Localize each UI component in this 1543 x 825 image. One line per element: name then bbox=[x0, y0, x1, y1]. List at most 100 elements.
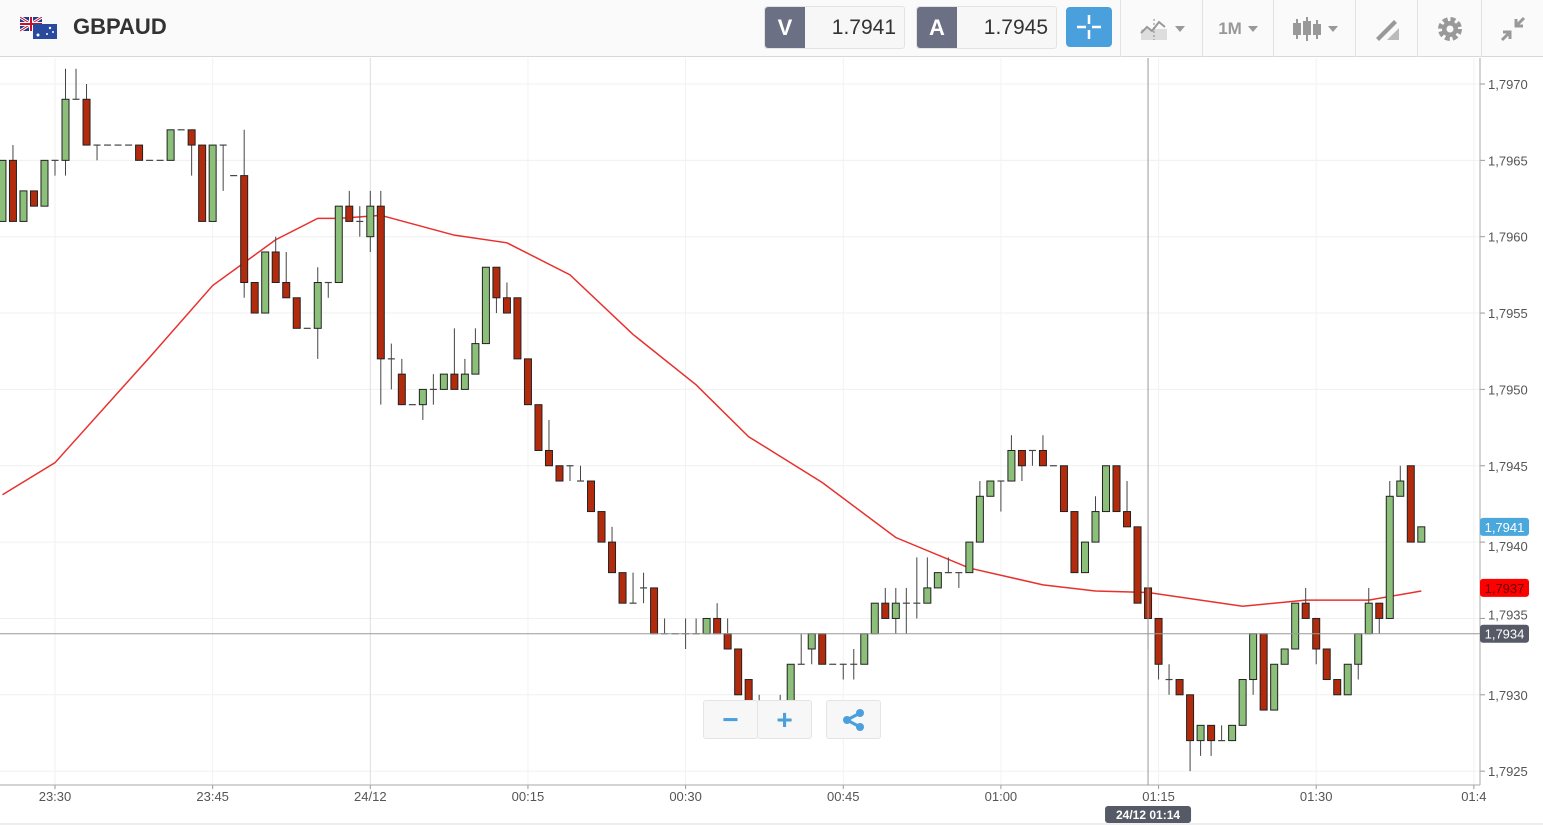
candle bbox=[1343, 663, 1352, 696]
candle bbox=[1186, 694, 1195, 772]
candle bbox=[566, 465, 574, 482]
crosshair-price-label: 1,7934 bbox=[1485, 627, 1525, 642]
collapse-button[interactable] bbox=[1481, 0, 1543, 57]
candle-body-down bbox=[1186, 694, 1195, 742]
candle-body-down bbox=[1133, 526, 1142, 604]
candle bbox=[1196, 724, 1205, 756]
candle bbox=[19, 190, 28, 222]
candle-body-down bbox=[1301, 602, 1310, 619]
candle bbox=[502, 282, 511, 314]
candle-body-up bbox=[1249, 633, 1258, 681]
candle-body-up bbox=[1091, 511, 1100, 543]
crosshair: 24/12 01:14 1,7941 1,7937 1,7934 bbox=[0, 58, 1529, 823]
candle-body-down bbox=[345, 205, 354, 222]
candle bbox=[881, 587, 890, 619]
candle bbox=[72, 68, 80, 100]
candle-body-down bbox=[1038, 449, 1047, 467]
x-tick-label: 00:30 bbox=[669, 789, 702, 804]
candle bbox=[198, 144, 207, 222]
candle bbox=[166, 129, 175, 161]
x-tick-label: 00:45 bbox=[827, 789, 860, 804]
candle-body-down bbox=[1154, 617, 1163, 665]
price-chart[interactable]: 1,7970 1,7965 1,7960 1,7955 1,7950 1,7945 1,79… bbox=[0, 58, 1543, 825]
candle bbox=[839, 663, 847, 680]
candle bbox=[387, 343, 395, 390]
candle bbox=[313, 267, 322, 359]
candle bbox=[250, 282, 259, 314]
candle bbox=[219, 144, 227, 191]
share-button[interactable] bbox=[826, 700, 881, 739]
candle-body-down bbox=[544, 449, 553, 467]
candle-body-down bbox=[1059, 465, 1068, 513]
chart-toolbar: GBPAUD V 1.7941 A 1.7945 1M bbox=[0, 0, 1543, 57]
candle-body-down bbox=[198, 144, 207, 222]
candle-body-up bbox=[40, 159, 49, 207]
candle-style-dropdown[interactable] bbox=[1273, 0, 1355, 57]
settings-button[interactable] bbox=[1417, 0, 1481, 57]
candle-body-up bbox=[19, 190, 28, 222]
candle-body-up bbox=[471, 343, 480, 375]
buy-price-button[interactable]: A 1.7945 bbox=[916, 6, 1057, 49]
candle bbox=[1091, 496, 1100, 543]
x-tick-label: 23:30 bbox=[39, 789, 72, 804]
candle-body-down bbox=[271, 251, 280, 284]
candle-body-up bbox=[1238, 679, 1247, 726]
candle-body-down bbox=[534, 404, 543, 451]
sell-price-button[interactable]: V 1.7941 bbox=[764, 6, 905, 49]
zoom-out-button[interactable]: − bbox=[703, 700, 758, 739]
candle bbox=[1333, 679, 1342, 696]
chart-type-dropdown[interactable] bbox=[1120, 0, 1202, 57]
candle-body-up bbox=[1270, 663, 1279, 711]
candle bbox=[1396, 465, 1405, 497]
candle bbox=[0, 159, 7, 222]
y-tick-label: 1,7960 bbox=[1488, 230, 1528, 245]
candle bbox=[818, 633, 827, 665]
candle bbox=[240, 129, 249, 298]
candle-body-down bbox=[713, 617, 722, 635]
candle bbox=[282, 251, 291, 299]
candle-body-down bbox=[1112, 465, 1121, 513]
zoom-in-button[interactable]: + bbox=[757, 700, 812, 739]
candle-body-down bbox=[723, 633, 732, 650]
candle-body-down bbox=[82, 98, 91, 146]
timeframe-dropdown[interactable]: 1M bbox=[1202, 0, 1273, 57]
candle bbox=[292, 297, 301, 329]
candle-body-down bbox=[292, 297, 301, 329]
crosshair-button[interactable] bbox=[1066, 7, 1112, 47]
candle bbox=[544, 419, 553, 467]
candle-body-up bbox=[439, 373, 448, 390]
share-icon bbox=[842, 708, 864, 731]
candle-body-up bbox=[261, 251, 270, 314]
candle bbox=[923, 557, 932, 604]
candle bbox=[135, 144, 144, 161]
candle bbox=[797, 633, 805, 665]
x-tick-label: 01:00 bbox=[985, 789, 1018, 804]
candle bbox=[692, 618, 700, 635]
candle-body-up bbox=[1102, 465, 1110, 513]
candle bbox=[1354, 633, 1363, 680]
drawing-tools-button[interactable] bbox=[1355, 0, 1417, 57]
drawing-tool-icon bbox=[1375, 19, 1399, 41]
x-tick-label: 23:45 bbox=[196, 789, 229, 804]
candle bbox=[1059, 465, 1068, 513]
candle bbox=[1102, 465, 1110, 513]
candle-body-down bbox=[818, 633, 827, 665]
candle-body-up bbox=[1385, 495, 1394, 619]
candle bbox=[1270, 663, 1279, 711]
candle bbox=[997, 480, 1005, 512]
candle bbox=[608, 526, 617, 574]
candle bbox=[975, 481, 984, 543]
candle bbox=[702, 617, 711, 635]
candle bbox=[1406, 465, 1415, 543]
candle bbox=[523, 358, 532, 406]
candle bbox=[933, 572, 942, 589]
candle-body-down bbox=[1333, 679, 1342, 696]
candle-body-down bbox=[1375, 602, 1384, 619]
candle bbox=[460, 358, 469, 390]
candle bbox=[1238, 679, 1247, 726]
gbp-aud-flag-icon bbox=[20, 17, 57, 39]
candle bbox=[1080, 541, 1089, 574]
candle bbox=[1007, 435, 1016, 482]
x-tick-label: 01:30 bbox=[1300, 789, 1333, 804]
bottom-border bbox=[0, 823, 1543, 825]
